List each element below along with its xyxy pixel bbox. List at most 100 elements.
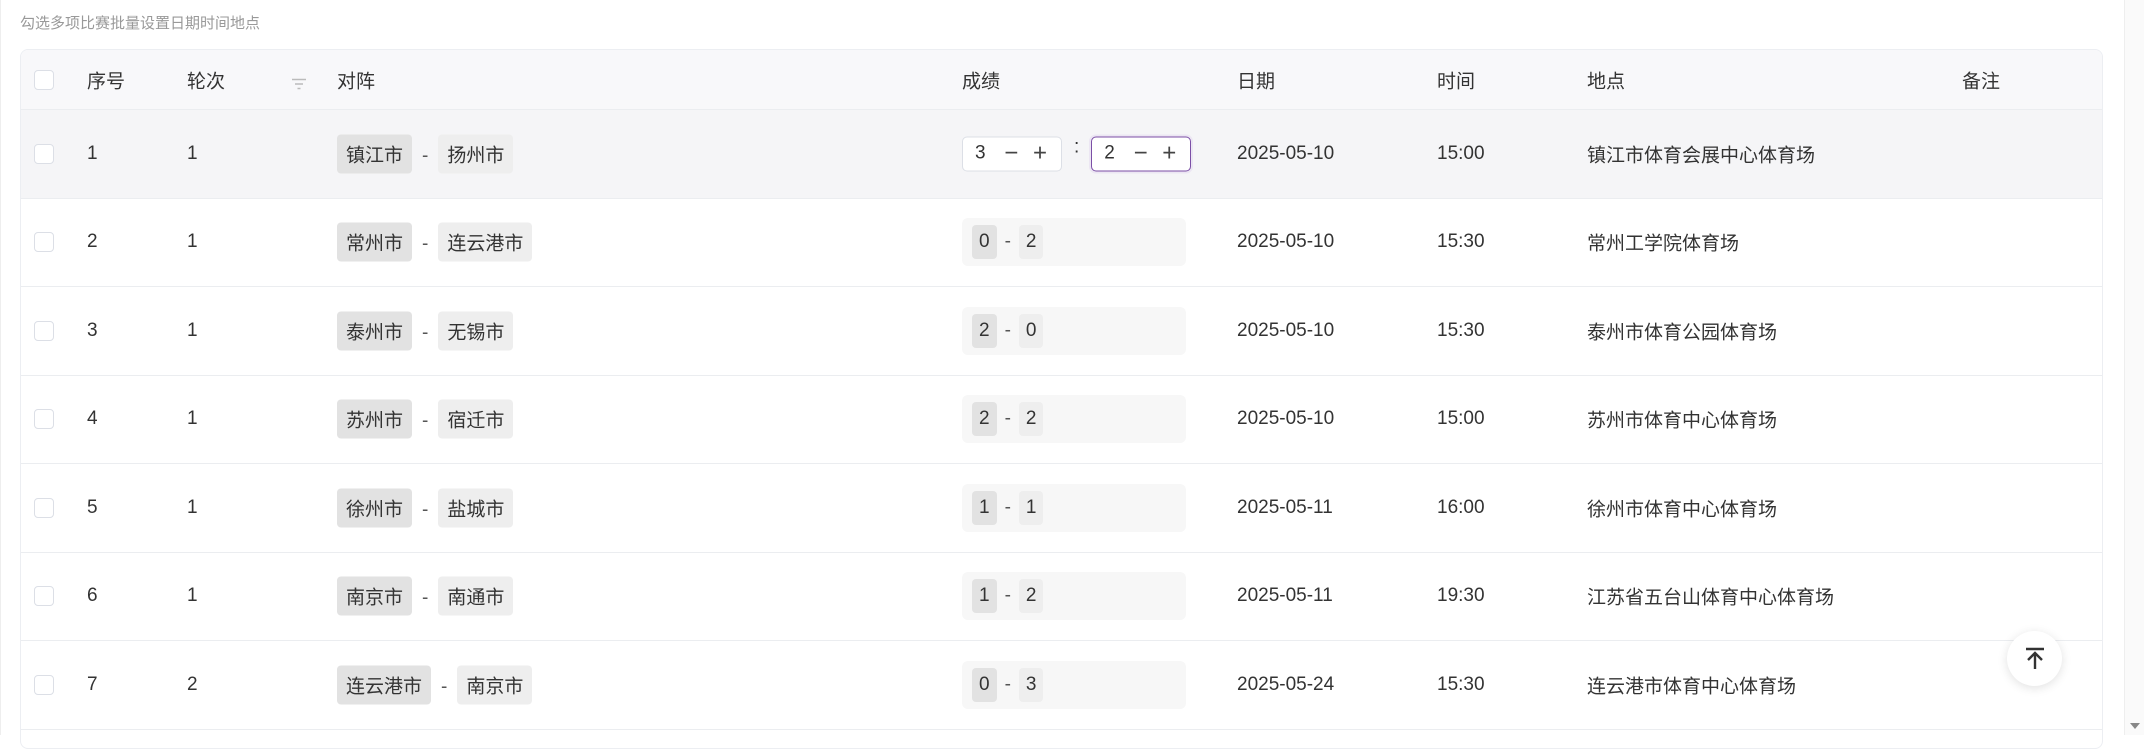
table-row[interactable]: 3 1 泰州市 - 无锡市 2-0 2025-05-10 15:30 泰州市体育公园… — [21, 287, 2102, 376]
match-date: 2025-05-10 — [1237, 408, 1335, 430]
table-row[interactable]: 6 1 南京市 - 南通市 1-2 2025-05-11 19:30 江苏省五台山体… — [21, 553, 2102, 641]
minus-plus-icon[interactable]: − + — [1004, 139, 1051, 167]
match-time: 15:00 — [1437, 142, 1485, 164]
matchup: 镇江市 - 扬州市 — [337, 134, 514, 174]
row-checkbox[interactable] — [34, 409, 54, 430]
match-index: 2 — [87, 231, 98, 253]
home-score: 2 — [972, 313, 997, 348]
score-display[interactable]: 1-2 — [962, 572, 1186, 621]
home-team-tag: 苏州市 — [337, 399, 413, 439]
away-score-stepper[interactable]: 2 − + — [1091, 136, 1192, 172]
matchup: 徐州市 - 盐城市 — [337, 488, 514, 528]
match-venue: 徐州市体育中心体育场 — [1587, 499, 1778, 521]
col-note: 备注 — [1962, 71, 2001, 92]
match-venue: 镇江市体育会展中心体育场 — [1587, 145, 1816, 167]
row-checkbox[interactable] — [34, 586, 54, 607]
table-row[interactable]: 7 2 连云港市 - 南京市 0-3 2025-05-24 15:30 连云港市体育… — [21, 641, 2102, 730]
back-to-top-button[interactable] — [2007, 631, 2062, 686]
row-checkbox[interactable] — [34, 143, 54, 164]
dash: - — [1004, 673, 1011, 695]
match-round: 1 — [187, 585, 198, 607]
dash: - — [422, 587, 429, 609]
row-checkbox[interactable] — [34, 232, 54, 253]
dash: - — [441, 676, 448, 698]
scroll-down-arrow-icon[interactable] — [2130, 723, 2140, 729]
match-date: 2025-05-11 — [1237, 585, 1333, 607]
home-score-value[interactable]: 3 — [975, 142, 986, 164]
match-venue: 泰州市体育公园体育场 — [1587, 322, 1778, 344]
match-index: 5 — [87, 496, 98, 518]
match-index: 4 — [87, 408, 98, 430]
match-time: 15:30 — [1437, 319, 1485, 341]
row-checkbox[interactable] — [34, 497, 54, 518]
score-display[interactable]: 2-2 — [962, 395, 1186, 444]
matchup: 南京市 - 南通市 — [337, 576, 514, 616]
score-display[interactable]: 0-3 — [962, 660, 1186, 709]
table-row[interactable]: 5 1 徐州市 - 盐城市 1-1 2025-05-11 16:00 徐州市体育中心… — [21, 464, 2102, 553]
away-score-value[interactable]: 2 — [1104, 142, 1115, 164]
match-time: 15:30 — [1437, 231, 1485, 253]
minus-plus-icon[interactable]: − + — [1133, 139, 1181, 167]
matchup: 泰州市 - 无锡市 — [337, 311, 514, 351]
match-time: 15:00 — [1437, 408, 1485, 430]
away-team-tag: 无锡市 — [438, 311, 514, 351]
away-team-tag: 宿迁市 — [438, 399, 514, 439]
col-time: 时间 — [1437, 71, 1476, 92]
home-team-tag: 南京市 — [337, 576, 413, 616]
match-time: 15:30 — [1437, 673, 1485, 695]
match-date: 2025-05-10 — [1237, 142, 1335, 164]
dash: - — [422, 322, 429, 344]
match-date: 2025-05-11 — [1237, 496, 1333, 518]
home-score: 2 — [972, 402, 997, 437]
table-row[interactable]: 4 1 苏州市 - 宿迁市 2-2 2025-05-10 15:00 苏州市体育中心… — [21, 376, 2102, 464]
score-editor: 3 − + : 2 − + — [962, 136, 1192, 172]
col-score: 成绩 — [962, 71, 1001, 92]
away-score: 0 — [1018, 313, 1044, 348]
dash: - — [1004, 585, 1011, 607]
dash: - — [1004, 496, 1011, 518]
home-score: 0 — [972, 667, 997, 702]
away-team-tag: 南京市 — [457, 665, 533, 705]
home-team-tag: 常州市 — [337, 222, 413, 262]
home-team-tag: 泰州市 — [337, 311, 413, 351]
col-date: 日期 — [1237, 71, 1276, 92]
matches-table: 序号 轮次 对阵 成绩 日期 时间 地点 备注 1 1 镇江市 - 扬州市 3− +… — [20, 49, 2103, 749]
match-venue: 江苏省五台山体育中心体育场 — [1587, 587, 1835, 609]
away-team-tag: 扬州市 — [438, 134, 514, 174]
home-team-tag: 镇江市 — [337, 134, 413, 174]
batch-hint: 勾选多项比赛批量设置日期时间地点 — [20, 15, 261, 32]
matchup: 苏州市 - 宿迁市 — [337, 399, 514, 439]
dash: - — [422, 410, 429, 432]
match-round: 2 — [187, 673, 198, 695]
table-row[interactable]: 2 1 常州市 - 连云港市 0-2 2025-05-10 15:30 常州工学院体… — [21, 199, 2102, 287]
select-all-checkbox[interactable] — [34, 69, 54, 90]
away-team-tag: 连云港市 — [438, 222, 533, 262]
table-row[interactable]: 1 1 镇江市 - 扬州市 3 − + : 2 − + 2025-05-10 15:00… — [21, 110, 2102, 199]
match-index: 6 — [87, 585, 98, 607]
col-round: 轮次 — [187, 71, 226, 92]
col-index: 序号 — [87, 71, 126, 92]
away-team-tag: 盐城市 — [438, 488, 514, 528]
row-checkbox[interactable] — [34, 320, 54, 341]
match-date: 2025-05-10 — [1237, 231, 1335, 253]
match-round: 1 — [187, 496, 198, 518]
dash: - — [1004, 408, 1011, 430]
away-score: 3 — [1018, 667, 1044, 702]
dash: - — [1004, 231, 1011, 253]
dash: - — [422, 145, 429, 167]
row-checkbox[interactable] — [34, 674, 54, 695]
match-round: 1 — [187, 231, 198, 253]
away-score: 2 — [1018, 225, 1044, 260]
scrollbar[interactable] — [2124, 0, 2144, 735]
col-matchup: 对阵 — [337, 71, 376, 92]
away-score: 2 — [1018, 579, 1044, 614]
page-frame — [0, 0, 1, 735]
match-venue: 连云港市体育中心体育场 — [1587, 676, 1797, 698]
filter-icon[interactable] — [291, 74, 307, 89]
away-team-tag: 南通市 — [438, 576, 514, 616]
home-score: 0 — [972, 225, 997, 260]
home-score-stepper[interactable]: 3 − + — [962, 136, 1062, 172]
score-display[interactable]: 1-1 — [962, 483, 1186, 532]
score-display[interactable]: 0-2 — [962, 218, 1186, 267]
score-display[interactable]: 2-0 — [962, 306, 1186, 355]
